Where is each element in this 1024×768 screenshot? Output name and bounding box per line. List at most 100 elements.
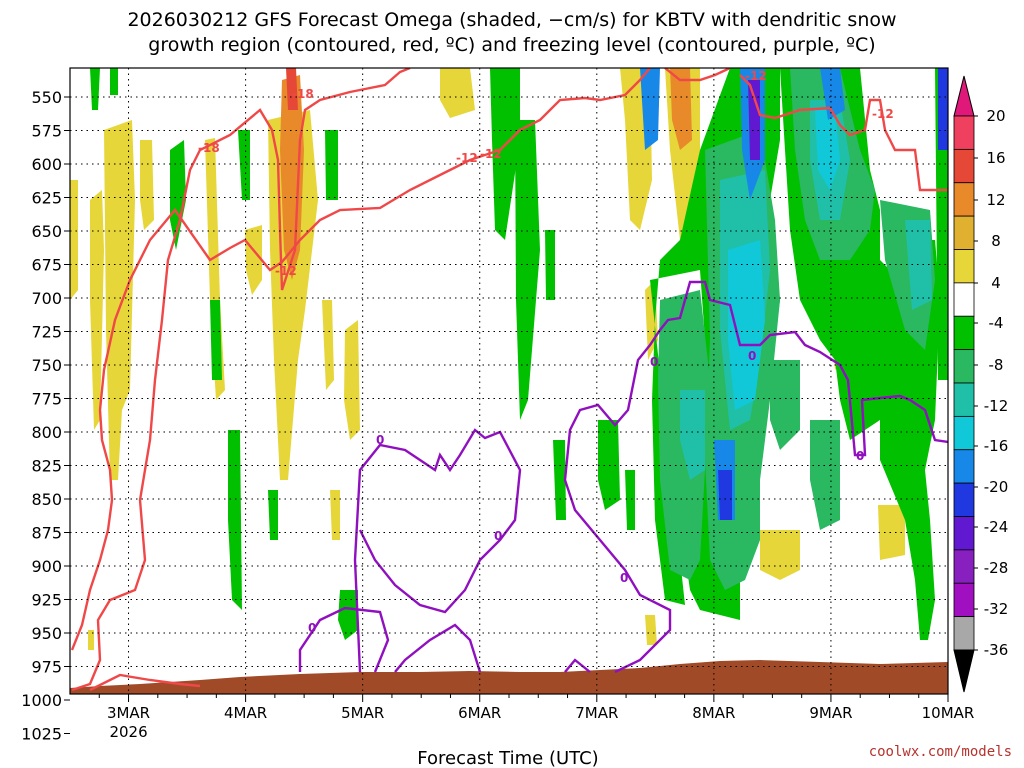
colorbar-tick-label: -4 [989, 314, 1004, 332]
omega-region-green [110, 68, 118, 95]
colorbar-segment [953, 516, 975, 551]
omega-region-yellow [344, 320, 360, 440]
y-tick-label: 925 [31, 591, 62, 610]
colorbar-tick-label: 12 [986, 191, 1005, 209]
colorbar-tick-label: -16 [984, 437, 1009, 455]
omega-region-green [490, 68, 520, 240]
y-tick-label: 800 [31, 423, 62, 442]
colorbar-segment [953, 415, 975, 451]
omega-region-yellow [88, 630, 94, 650]
colorbar-segment [953, 182, 975, 217]
freezing-label: 0 [376, 433, 384, 447]
omega-region-orange [280, 75, 304, 280]
colorbar-segment [953, 148, 975, 184]
dgz-contour [739, 74, 948, 192]
y-tick-label: 975 [31, 658, 62, 677]
colorbar-tick-label: -24 [984, 518, 1009, 536]
y-tick-label: 950 [31, 624, 62, 643]
omega-region-teal [680, 390, 705, 480]
dgz-label: -12 [275, 264, 297, 278]
omega-region-yellow [760, 530, 800, 580]
dgz-label: -12 [456, 151, 478, 165]
dgz-contours [70, 68, 948, 692]
omega-region-yellow [245, 225, 262, 295]
freezing-label: 0 [856, 449, 864, 463]
x-tick-label: 9MAR [809, 704, 852, 722]
omega-region-yellow [90, 190, 104, 430]
dgz-label: -12 [872, 107, 894, 121]
omega-region-yellow [104, 120, 135, 480]
y-tick-label: 750 [31, 356, 62, 375]
colorbar-tick-label: -20 [984, 478, 1009, 496]
freezing-contour [298, 606, 390, 673]
y-tick-label: 625 [31, 189, 62, 208]
y-tick-label: 850 [31, 490, 62, 509]
omega-region-green [553, 440, 566, 520]
freezing-contour [353, 428, 522, 673]
omega-region-blue [820, 68, 845, 120]
dgz-contour [89, 673, 201, 692]
omega-region-green [338, 590, 358, 640]
y-tick-label: 825 [31, 457, 62, 476]
omega-region-yellow [70, 180, 78, 300]
colorbar-tick-label: 4 [991, 274, 1001, 292]
omega-region-green [228, 430, 242, 610]
omega-region-darkblue [938, 68, 948, 150]
omega-region-yellow [140, 140, 154, 230]
plot-area: -18 -12 -18 -12 -12 -12 -12 0 0 0 0 0 0 … [70, 68, 948, 694]
freezing-level-contours [298, 280, 948, 674]
colorbar-top-arrow [953, 75, 975, 117]
colorbar-tick-label: 8 [991, 232, 1001, 250]
colorbar-tick-label: -32 [984, 600, 1009, 618]
colorbar-segment [953, 616, 975, 651]
freezing-label: 0 [308, 621, 316, 635]
omega-region-green [325, 130, 338, 200]
omega-region-yellow [322, 300, 334, 390]
colorbar-segment [953, 549, 975, 584]
colorbar-tick-label: -36 [984, 641, 1009, 659]
omega-region-darkblue [718, 470, 732, 520]
x-tick-sublabel: 2026 [109, 723, 147, 741]
colorbar-tick-label: -28 [984, 559, 1009, 577]
omega-region-green [170, 140, 186, 250]
y-tick-label: 675 [31, 256, 62, 275]
x-tick-label: 5MAR [341, 704, 384, 722]
colorbar-tick-label: -12 [984, 397, 1009, 415]
colorbar-segment [953, 115, 975, 150]
freezing-contour [563, 280, 948, 674]
omega-region-green [90, 68, 100, 110]
x-tick-label: 3MAR [107, 704, 150, 722]
colorbar-segment [953, 582, 975, 618]
contour-labels: -18 -12 -18 -12 -12 -12 -12 0 0 0 0 0 0 … [198, 69, 894, 635]
dgz-label: -18 [198, 141, 220, 155]
x-axis-label: Forecast Time (UTC) [417, 748, 598, 768]
omega-region-cyan [815, 110, 840, 190]
colorbar-segment [953, 215, 975, 250]
omega-region-yellow [645, 615, 657, 645]
y-tick-label: 875 [31, 524, 62, 543]
colorbar-segment [953, 349, 975, 384]
omega-region-yellow [440, 68, 475, 118]
colorbar-segment [953, 382, 975, 417]
omega-region-green [625, 470, 635, 530]
y-axis-ticks: 550 575 600 625 650 675 700 725 750 775 800 825 850 8… [21, 88, 70, 744]
omega-region-seagreen [810, 420, 840, 530]
colorbar-tick-label: 20 [986, 107, 1005, 125]
chart-title-line-1: 2026030212 GFS Forecast Omega (shaded, −… [127, 9, 896, 31]
y-tick-label: 900 [31, 557, 62, 576]
x-tick-label: 10MAR [922, 704, 975, 722]
y-tick-label: 600 [31, 155, 62, 174]
colorbar: 20 16 12 8 4 -4 -8 -12 -16 -20 -24 -28 -32 -36 [953, 75, 1009, 693]
colorbar-segment [953, 249, 975, 284]
omega-region-yellow [268, 110, 318, 480]
dgz-contour [71, 68, 411, 692]
chart-title-line-2: growth region (contoured, red, ºC) and f… [148, 34, 875, 56]
x-tick-label: 8MAR [692, 704, 735, 722]
pressure-gridlines [70, 96, 948, 667]
omega-shading [70, 68, 948, 650]
y-tick-label: 1025 [21, 725, 62, 744]
colorbar-tick-label: -8 [989, 356, 1004, 374]
dgz-label: -12 [480, 147, 502, 161]
